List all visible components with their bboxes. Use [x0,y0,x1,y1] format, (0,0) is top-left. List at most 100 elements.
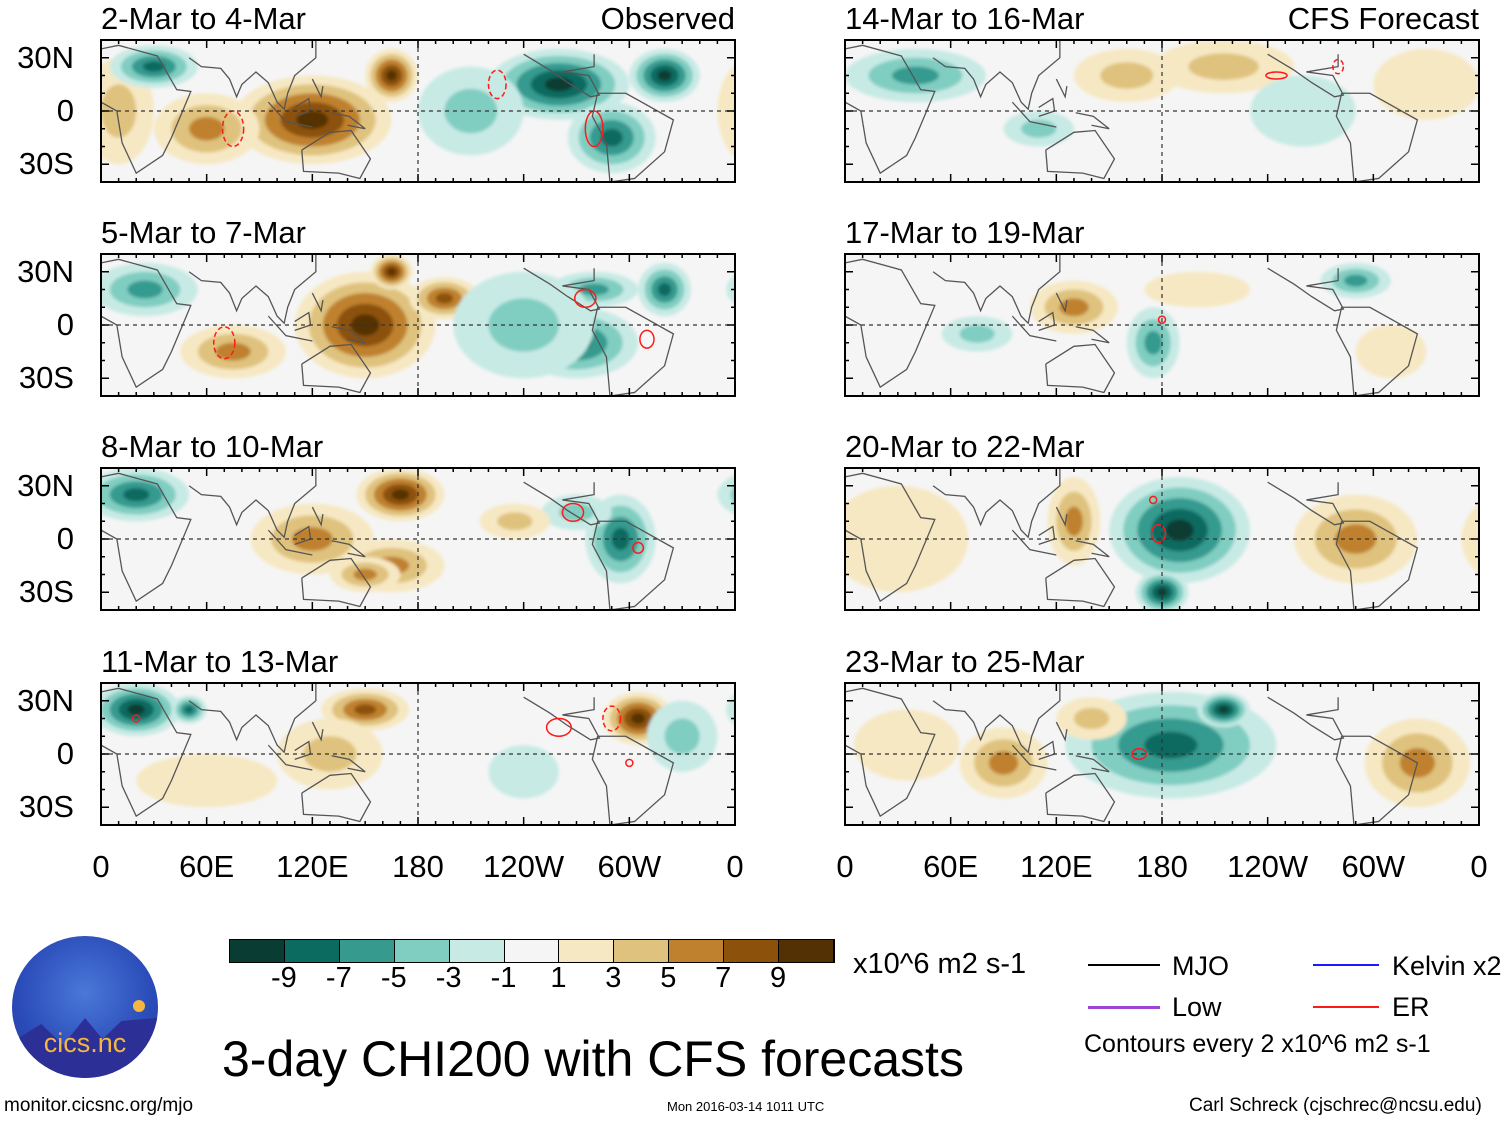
panel-title: 11-Mar to 13-Mar [101,644,339,679]
lon-tick-label: 60E [179,849,235,884]
anomaly-contour [853,709,960,781]
legend-mjo-line [1088,964,1160,966]
lat-tick-label: 30N [17,253,74,289]
er-contour [584,110,604,148]
anomaly-contour [753,699,788,720]
anomaly-contour [1218,706,1229,714]
anomaly-contour [744,481,797,508]
anomaly-contour [766,56,810,77]
colorbar-tick-label: 9 [770,962,787,994]
cics-logo: cics.nc [12,936,158,1078]
anomaly-contour [142,61,165,72]
lat-tick-label: 30S [18,789,74,825]
panel-title: 23-Mar to 25-Mar [845,644,1085,679]
anomaly-contour [435,293,454,304]
footer-url[interactable]: monitor.cicsnc.org/mjo [4,1095,194,1116]
coastlines [101,683,675,825]
lat-tick-label: 30N [17,39,74,75]
lon-tick-label: 120E [276,849,349,884]
lon-tick-label: 0 [836,849,854,884]
anomaly-contour [744,45,832,88]
anomaly-contour [1373,48,1479,120]
lon-tick-label: 0 [726,849,744,884]
anomaly-contour [814,703,832,717]
legend-mjo-label: MJO [1172,951,1229,981]
anomaly-contour [354,704,377,715]
colorbar-swatch [449,940,505,962]
anomaly-contour [1144,271,1251,308]
coastlines [845,40,1419,182]
colorbar-swatch [559,940,615,962]
lon-tick-label: 180 [392,849,444,884]
anomaly-contour [1144,731,1198,759]
colorbar-tick-label: 3 [605,962,622,994]
map-panel [844,467,1480,611]
anomaly-contour [726,274,735,305]
anomaly-contour [1502,58,1510,94]
anomaly-contour [757,488,783,501]
colorbar-swatch [724,940,780,962]
anomaly-contour [748,733,818,792]
anomaly-contour [755,51,821,83]
anomaly-contour [739,49,845,120]
er-contour [221,110,245,148]
er-contour [1150,524,1167,544]
panel-tag: CFS Forecast [1287,1,1479,36]
anomaly-contour [777,61,799,72]
lat-tick-label: 0 [56,736,74,771]
panel-title: 5-Mar to 7-Mar [101,215,306,250]
colorbar-tick-label: -9 [271,962,297,994]
anomaly-contour [735,84,770,137]
anomaly-contour [136,754,278,808]
anomaly-contour [891,66,939,85]
lon-tick-label: 60W [1341,849,1406,884]
coastlines [101,468,675,610]
coastlines [101,40,675,182]
anomaly-contour [579,283,609,296]
colorbar-swatch [779,940,834,962]
legend-contour-note: Contours every 2 x10^6 m2 s-1 [1084,1030,1431,1058]
er-contour [487,69,507,100]
anomaly-contour [731,719,837,808]
er-contour [1265,71,1288,80]
anomaly-contour [488,745,559,799]
lon-tick-label: 0 [92,849,110,884]
colorbar-tick-label: 7 [715,962,732,994]
colorbar-tick-label: -1 [490,962,517,994]
colorbar-swatch [339,940,395,962]
legend-er-label: ER [1392,992,1430,1022]
anomaly-contour [497,512,533,531]
anomaly-contour [819,706,828,713]
anomaly-contour [664,718,700,754]
colorbar-units: x10^6 m2 s-1 [853,948,1027,980]
lat-tick-label: 30N [17,682,74,718]
lat-tick-label: 0 [56,307,74,342]
er-contour [212,326,236,360]
coastlines [845,254,1419,396]
anomaly-contour [1021,119,1057,138]
lon-tick-label: 120W [483,849,565,884]
anomaly-contour [657,282,672,297]
er-contour [639,329,655,349]
colorbar-tick-label: 5 [660,962,677,994]
colorbar-swatch [614,940,670,962]
anomaly-contour [735,688,805,731]
anomaly-contour [303,736,357,772]
panel-title: 20-Mar to 22-Mar [845,429,1085,464]
anomaly-contour [657,70,672,81]
map-panel [100,467,797,611]
anomaly-contour [1100,62,1154,89]
anomaly-contour [810,699,836,720]
colorbar [229,939,835,963]
anomaly-contour [558,503,595,522]
anomaly-contour [1488,710,1510,781]
anomaly-contour [544,77,573,92]
anomaly-contour [1188,53,1259,80]
panel-title: 8-Mar to 10-Mar [101,429,324,464]
er-contour [573,288,597,308]
map-panel [844,253,1480,397]
map-panel [731,682,1510,826]
anomaly-contour [726,693,735,726]
coastlines [845,468,1419,610]
